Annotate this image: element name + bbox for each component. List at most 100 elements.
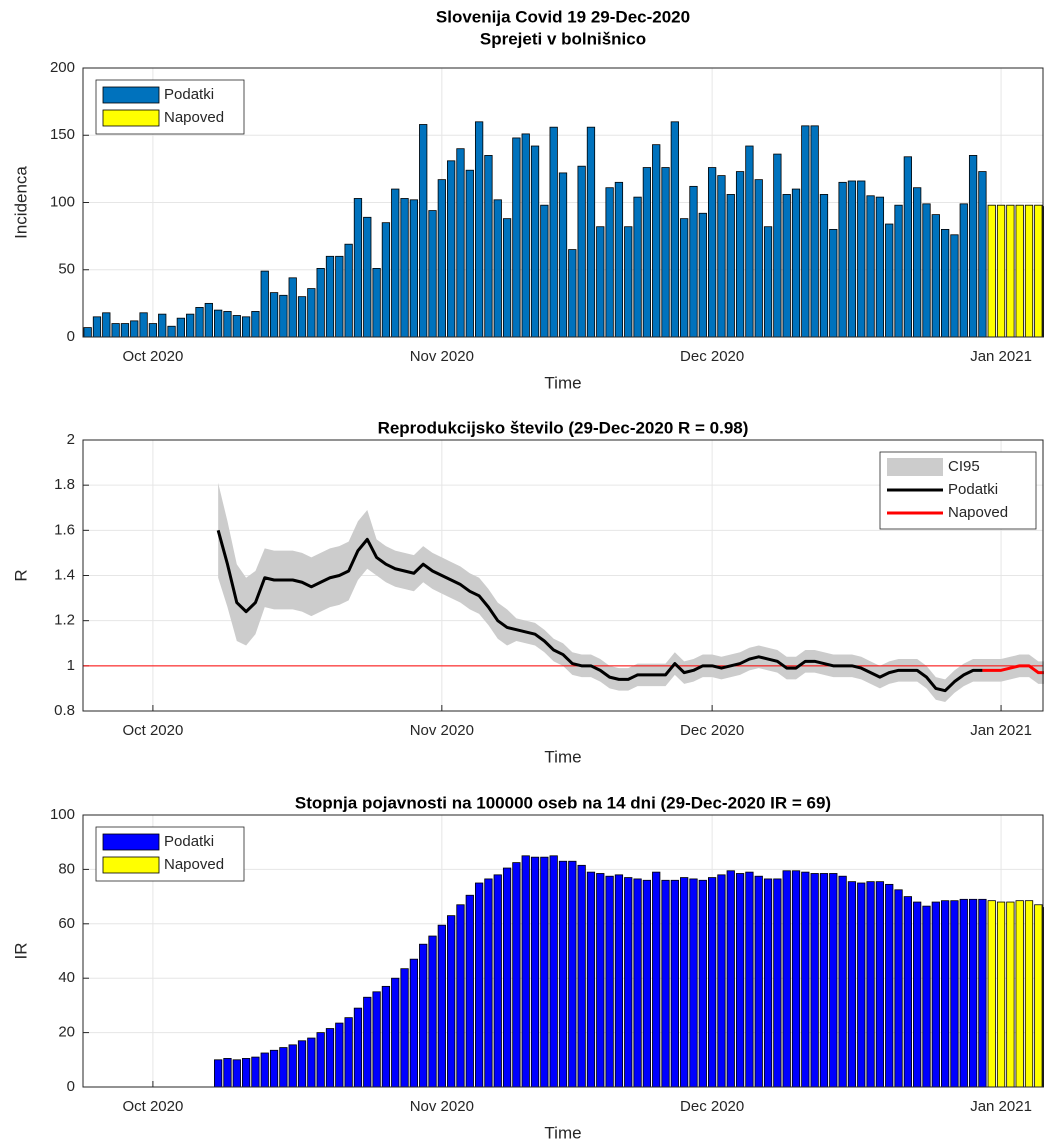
y-tick-label: 2 (67, 431, 75, 448)
bar (130, 320, 139, 338)
bar (456, 148, 465, 338)
bar (484, 155, 493, 338)
bar (120, 323, 130, 338)
bar (922, 905, 931, 1088)
bar (223, 311, 232, 338)
bar (241, 1058, 251, 1088)
bar (959, 898, 968, 1088)
bar (978, 898, 987, 1088)
bar (372, 991, 381, 1088)
bar (931, 901, 940, 1088)
bar (279, 294, 288, 338)
bar (661, 879, 670, 1088)
bar (866, 195, 875, 338)
bar (232, 1059, 241, 1088)
bar (735, 873, 745, 1088)
y-axis-label: R (11, 569, 30, 581)
legend-swatch (102, 86, 160, 104)
bar (670, 121, 679, 338)
x-axis-label: Time (544, 747, 581, 766)
bar (763, 226, 773, 338)
bar (707, 167, 717, 338)
bar (502, 867, 512, 1088)
bar (214, 309, 223, 338)
legend-swatch (102, 109, 160, 127)
legend-label: Napoved (164, 109, 224, 126)
bar (941, 900, 950, 1088)
bar (344, 1017, 353, 1088)
bar (316, 1032, 325, 1088)
x-tick-label: Dec 2020 (680, 722, 744, 739)
y-tick-label: 1.2 (54, 612, 75, 629)
bar (353, 198, 363, 338)
y-tick-label: 1.4 (54, 566, 75, 583)
chart-title: Reprodukcijsko število (29-Dec-2020 R = … (378, 418, 749, 437)
bar (661, 167, 670, 338)
y-tick-label: 80 (58, 860, 75, 877)
legend-label: Podatki (164, 833, 214, 850)
bar (484, 878, 493, 1088)
bar (316, 268, 325, 338)
line (982, 664, 1044, 675)
legend-label: Napoved (948, 504, 1008, 521)
bar (335, 1022, 344, 1088)
bar (931, 214, 940, 338)
bar (810, 873, 819, 1088)
bar (829, 228, 838, 338)
bar (381, 985, 391, 1088)
bar (959, 203, 968, 338)
y-tick-label: 0 (67, 1078, 75, 1095)
bar (456, 904, 465, 1088)
bar (428, 210, 437, 338)
bar (409, 958, 419, 1088)
bar (83, 327, 92, 338)
legend-swatch (102, 856, 160, 874)
x-tick-label: Nov 2020 (410, 1098, 474, 1115)
bar (791, 188, 801, 338)
legend-label: CI95 (948, 458, 980, 475)
bar (773, 878, 782, 1088)
bar (680, 877, 689, 1088)
confidence-band (218, 482, 1044, 702)
bar (698, 212, 707, 338)
bar (968, 155, 978, 338)
bar (186, 313, 195, 338)
bar (707, 877, 717, 1088)
bar (773, 153, 782, 338)
bar (614, 874, 624, 1088)
bar (437, 924, 446, 1088)
y-tick-label: 150 (50, 126, 75, 143)
bar (428, 935, 437, 1088)
bar (689, 185, 698, 338)
bar (465, 894, 474, 1088)
bar (307, 288, 316, 338)
bar (381, 222, 391, 338)
bar (307, 1037, 316, 1088)
y-tick-label: 1.6 (54, 521, 75, 538)
bar (558, 860, 568, 1088)
bar (875, 196, 885, 338)
bar (586, 871, 596, 1088)
bar (866, 881, 875, 1088)
bar (735, 171, 745, 338)
bar (447, 915, 456, 1088)
bar (409, 199, 419, 338)
bar (232, 315, 241, 338)
bar (586, 126, 596, 338)
bar (344, 243, 353, 338)
axes-box (82, 814, 1044, 1088)
bar (913, 187, 922, 338)
bar (847, 180, 857, 338)
bar (512, 862, 521, 1088)
bar (148, 323, 158, 338)
bar (335, 255, 344, 338)
legend-label: Podatki (164, 86, 214, 103)
bar (913, 901, 922, 1088)
bar (288, 277, 297, 338)
bar (391, 977, 400, 1088)
bar (167, 325, 176, 338)
bar (745, 145, 754, 338)
y-tick-label: 100 (50, 806, 75, 823)
x-tick-label: Jan 2021 (970, 1098, 1032, 1115)
bar (176, 317, 185, 338)
